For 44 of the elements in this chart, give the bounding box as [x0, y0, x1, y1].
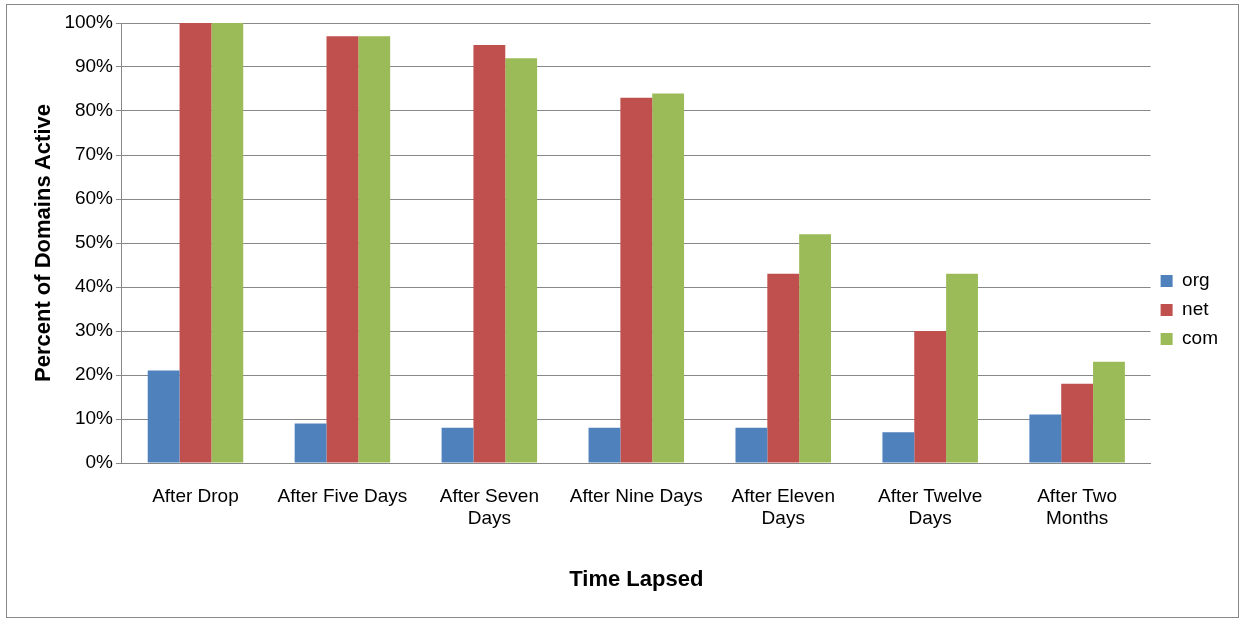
x-tick-label: After Drop: [152, 484, 239, 506]
y-tick-label: 30%: [74, 319, 114, 341]
bar: [1093, 361, 1125, 463]
bar: [147, 370, 180, 463]
bar: [179, 23, 212, 463]
bar: [211, 23, 244, 463]
bar: [799, 234, 831, 463]
bar: [473, 45, 506, 463]
y-tick-label: 50%: [74, 231, 114, 253]
x-tick-label: After Eleven Days: [731, 484, 835, 529]
bar: [620, 97, 653, 463]
y-tick-label: 80%: [74, 99, 114, 121]
bar: [441, 427, 474, 463]
y-tick-label: 40%: [74, 275, 114, 297]
bar: [358, 36, 391, 463]
bar: [326, 36, 359, 463]
bar: [1029, 414, 1062, 463]
bar: [882, 432, 915, 463]
bar: [588, 427, 621, 463]
y-tick-label: 90%: [74, 55, 114, 77]
legend-label: net: [1182, 298, 1210, 320]
y-tick-label: 20%: [74, 363, 114, 385]
bar: [505, 58, 538, 463]
bar: [294, 423, 327, 463]
bar: [652, 93, 685, 463]
bar: [767, 273, 800, 463]
y-tick-label: 70%: [74, 143, 114, 165]
x-tick-label: After Seven Days: [439, 484, 539, 529]
y-tick-label: 10%: [74, 407, 114, 429]
bar: [946, 273, 978, 463]
bar: [1061, 383, 1094, 463]
y-axis-title: Percent of Domains Active: [30, 104, 56, 382]
y-tick-label: 100%: [64, 11, 114, 33]
y-tick-label: 60%: [74, 187, 114, 209]
bar: [735, 427, 768, 463]
legend-label: com: [1182, 327, 1219, 349]
bar: [914, 331, 947, 463]
x-tick-label: After Two Months: [1037, 484, 1118, 529]
x-tick-label: After Five Days: [277, 484, 408, 506]
y-tick-label: 0%: [85, 451, 114, 473]
legend-label: org: [1182, 269, 1210, 291]
x-tick-label: After Nine Days: [569, 484, 703, 506]
x-tick-label: After Twelve Days: [878, 484, 983, 529]
x-axis-title: Time Lapsed: [569, 565, 704, 591]
